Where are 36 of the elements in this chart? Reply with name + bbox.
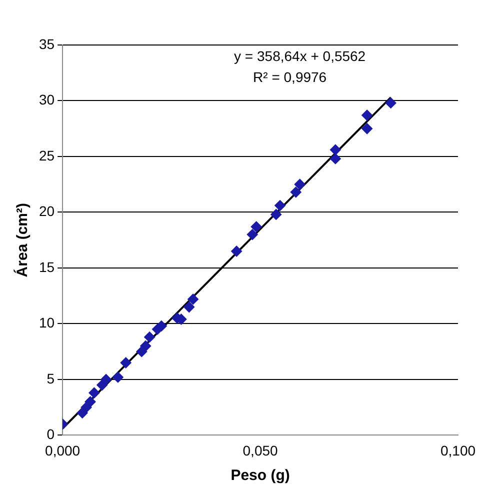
y-tick-label: 25 [38, 147, 55, 164]
point [88, 387, 100, 398]
point [290, 186, 302, 198]
point [294, 178, 306, 190]
point [250, 221, 262, 232]
annotation: y = 358,64x + 0,5562 [234, 48, 366, 64]
point [184, 301, 195, 312]
point [188, 294, 199, 305]
y-tick-label: 30 [38, 92, 55, 108]
point [385, 97, 396, 108]
point [274, 200, 286, 212]
x-tick-label: 0,000 [45, 442, 80, 458]
point [144, 332, 156, 343]
point [330, 144, 341, 156]
point [100, 374, 112, 385]
y-tick-label: 10 [38, 314, 55, 331]
point [112, 372, 124, 383]
point [231, 246, 242, 257]
y-tick-label: 5 [46, 370, 55, 386]
x-axis-title: Peso (g) [230, 467, 290, 484]
x-tick-label: 0,100 [440, 442, 476, 458]
y-tick-label: 35 [38, 36, 55, 52]
point [362, 110, 373, 121]
y-tick-label: 20 [38, 203, 55, 220]
point [246, 229, 258, 240]
point [270, 208, 282, 220]
annotation: R² = 0,9976 [253, 68, 327, 85]
x-tick-label: 0,050 [242, 442, 278, 458]
point [84, 396, 96, 408]
point [120, 357, 132, 368]
point [362, 123, 373, 134]
point [140, 340, 152, 352]
y-tick-label: 15 [38, 258, 55, 275]
y-axis-title: Área (cm²) [13, 203, 32, 278]
y-tick-label: 0 [46, 426, 55, 442]
point [330, 153, 341, 164]
